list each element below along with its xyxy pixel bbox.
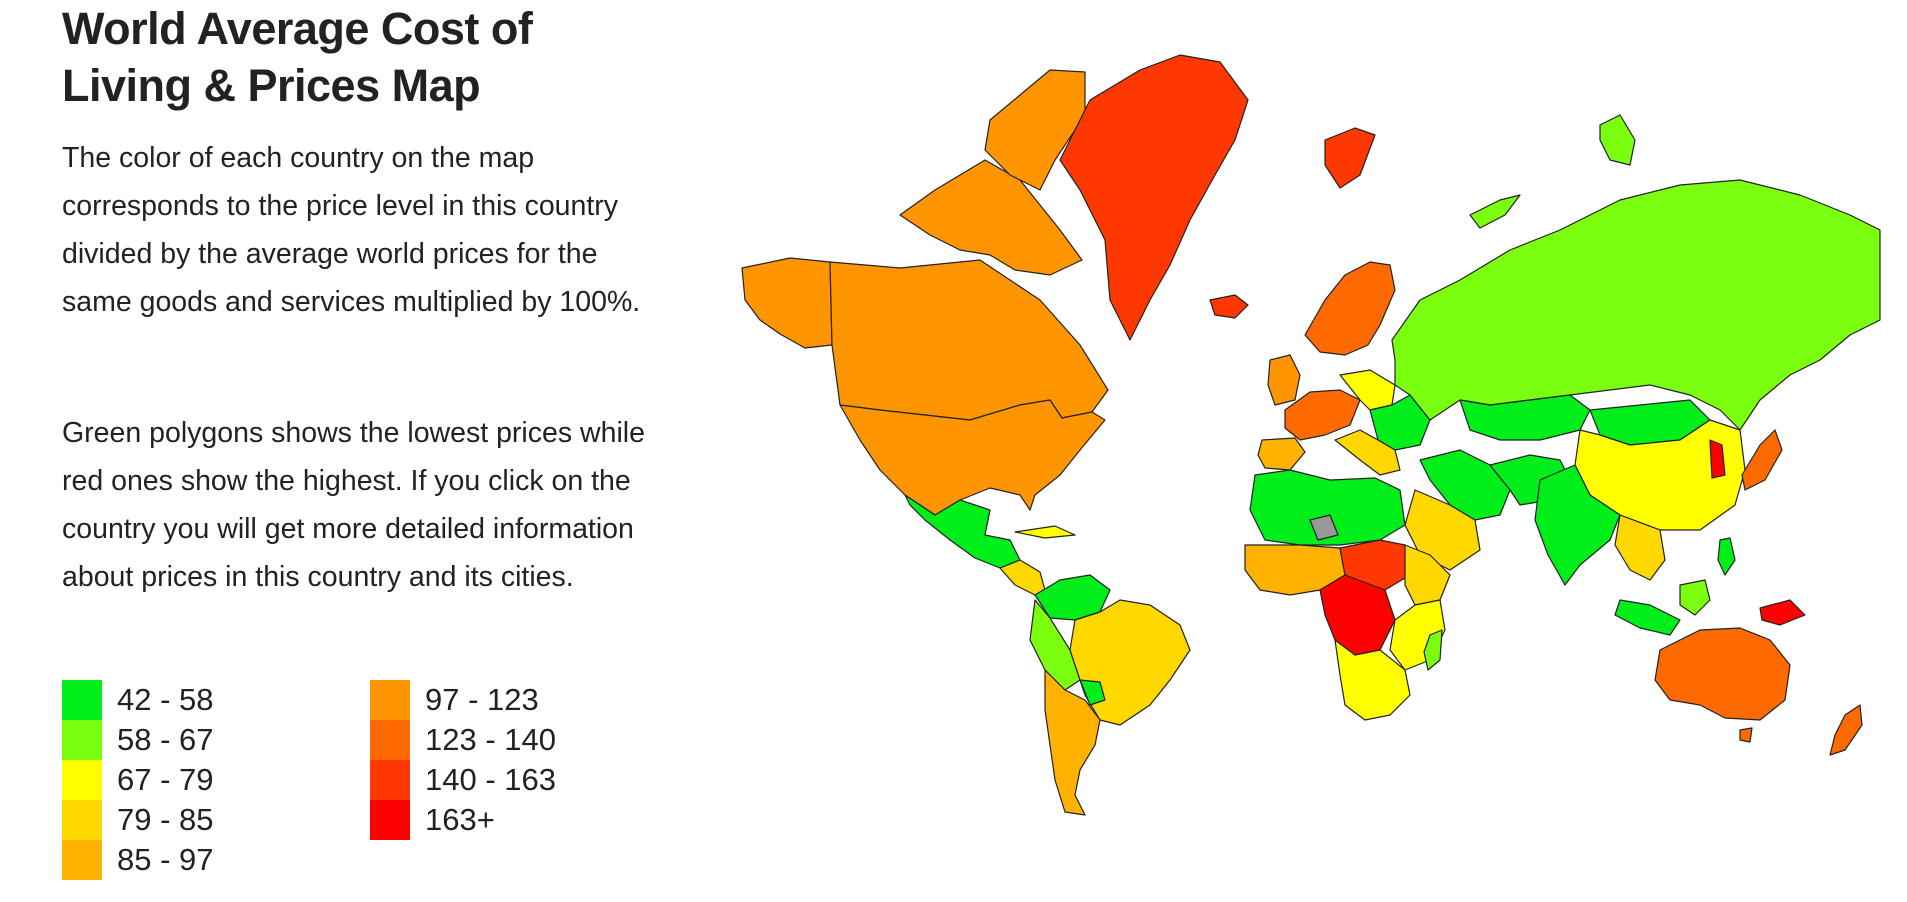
legend-label: 79 - 85 (117, 802, 214, 837)
title-line-2: Living & Prices Map (62, 60, 481, 111)
legend-label: 163+ (425, 802, 495, 837)
map-region-svalbard[interactable] (1324, 127, 1376, 189)
map-region-korea[interactable] (1709, 439, 1726, 479)
map-region-central-america[interactable] (999, 559, 1046, 596)
map-region-madagascar[interactable] (1423, 629, 1443, 671)
map-region-argentina-chile[interactable] (1044, 669, 1101, 816)
legend-swatch (62, 720, 102, 760)
map-region-tasmania[interactable] (1739, 727, 1753, 743)
legend-swatch (62, 800, 102, 840)
map-region-iceland[interactable] (1209, 294, 1249, 319)
legend-swatch (370, 680, 410, 720)
map-region-australia[interactable] (1654, 627, 1791, 721)
legend-swatch (62, 680, 102, 720)
map-region-cuba[interactable] (1014, 525, 1076, 539)
map-region-iberia[interactable] (1257, 437, 1306, 471)
legend-label: 140 - 163 (425, 762, 556, 797)
legend-swatch (62, 760, 102, 800)
map-region-southern-africa[interactable] (1334, 639, 1411, 721)
map-region-india[interactable] (1534, 464, 1621, 586)
legend-label: 42 - 58 (117, 682, 214, 717)
legend-item-6: 97 - 123 (370, 680, 539, 720)
legend-item-9: 163+ (370, 800, 495, 840)
map-region-mexico[interactable] (904, 494, 1021, 569)
map-region-novaya-zemlya[interactable] (1469, 194, 1521, 229)
legend-item-3: 67 - 79 (62, 760, 214, 800)
map-region-baffin-and-ellesmere[interactable] (984, 69, 1086, 191)
legend-label: 97 - 123 (425, 682, 539, 717)
legend-label: 85 - 97 (117, 842, 214, 877)
legend-swatch (370, 760, 410, 800)
map-region-papua-new-guinea[interactable] (1759, 599, 1806, 626)
map-region-arabian-peninsula[interactable] (1404, 489, 1481, 571)
legend-swatch (370, 720, 410, 760)
map-region-italy-balkans[interactable] (1334, 429, 1401, 476)
map-region-colombia-venezuela[interactable] (1034, 574, 1111, 621)
description-paragraph-2: Green polygons shows the lowest prices w… (62, 417, 645, 593)
map-region-japan[interactable] (1741, 429, 1783, 491)
map-region-borneo[interactable] (1679, 579, 1711, 616)
map-region-kazakhstan[interactable] (1459, 394, 1591, 441)
legend-label: 67 - 79 (117, 762, 214, 797)
map-region-philippines[interactable] (1717, 537, 1736, 576)
legend-item-1: 42 - 58 (62, 680, 214, 720)
map-region-western-europe[interactable] (1284, 389, 1361, 441)
map-region-ecuador-peru[interactable] (1029, 599, 1081, 691)
map-region-canada[interactable] (829, 259, 1109, 421)
legend-label: 123 - 140 (425, 722, 556, 757)
page-title: World Average Cost of Living & Prices Ma… (62, 0, 582, 114)
map-region-bolivia[interactable] (1079, 679, 1106, 706)
map-region-middle-east[interactable] (1419, 449, 1511, 521)
map-region-southeast-asia[interactable] (1614, 514, 1666, 581)
map-region-scandinavia[interactable] (1304, 261, 1396, 356)
map-region-alaska[interactable] (741, 257, 833, 349)
legend-item-7: 123 - 140 (370, 720, 556, 760)
map-region-north-africa[interactable] (1249, 469, 1406, 546)
map-region-russia[interactable] (1391, 179, 1881, 431)
map-region-severnaya-zemlya[interactable] (1599, 114, 1636, 166)
map-region-indonesia-west[interactable] (1614, 599, 1681, 636)
legend-item-5: 85 - 97 (62, 840, 214, 880)
legend-swatch (370, 800, 410, 840)
title-line-1: World Average Cost of (62, 3, 533, 54)
map-region-greenland[interactable] (1059, 54, 1249, 341)
world-price-map (705, 45, 1885, 825)
map-region-new-zealand[interactable] (1829, 704, 1863, 756)
legend-item-8: 140 - 163 (370, 760, 556, 800)
price-legend: 42 - 58 58 - 67 67 - 79 79 - 85 85 - 97 … (62, 680, 622, 895)
legend-item-2: 58 - 67 (62, 720, 214, 760)
map-region-uk-ireland[interactable] (1267, 354, 1301, 406)
legend-swatch (62, 840, 102, 880)
legend-label: 58 - 67 (117, 722, 214, 757)
legend-item-4: 79 - 85 (62, 800, 214, 840)
map-region-canadian-arctic-islands[interactable] (899, 159, 1083, 276)
map-region-no-data-sudan[interactable] (1309, 514, 1339, 541)
description-paragraph-1: The color of each country on the map cor… (62, 142, 641, 318)
